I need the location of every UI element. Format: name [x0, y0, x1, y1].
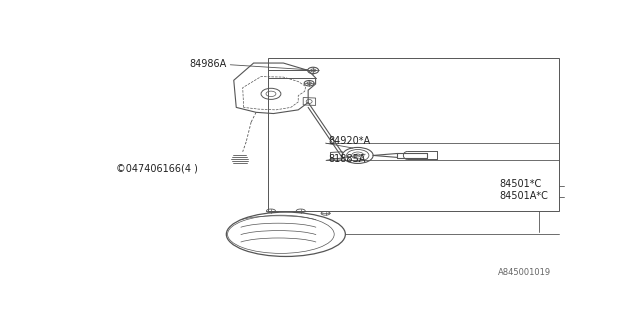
Text: ©047406166(4 ): ©047406166(4 )	[116, 164, 198, 174]
Text: 84501*C: 84501*C	[499, 179, 541, 189]
Text: A845001019: A845001019	[498, 268, 551, 277]
Text: 81885A: 81885A	[328, 154, 365, 164]
Text: 84986A: 84986A	[189, 59, 227, 69]
Bar	[269, 58, 559, 211]
Text: 84501A*C: 84501A*C	[499, 191, 548, 201]
Text: 84920*A: 84920*A	[328, 136, 370, 146]
